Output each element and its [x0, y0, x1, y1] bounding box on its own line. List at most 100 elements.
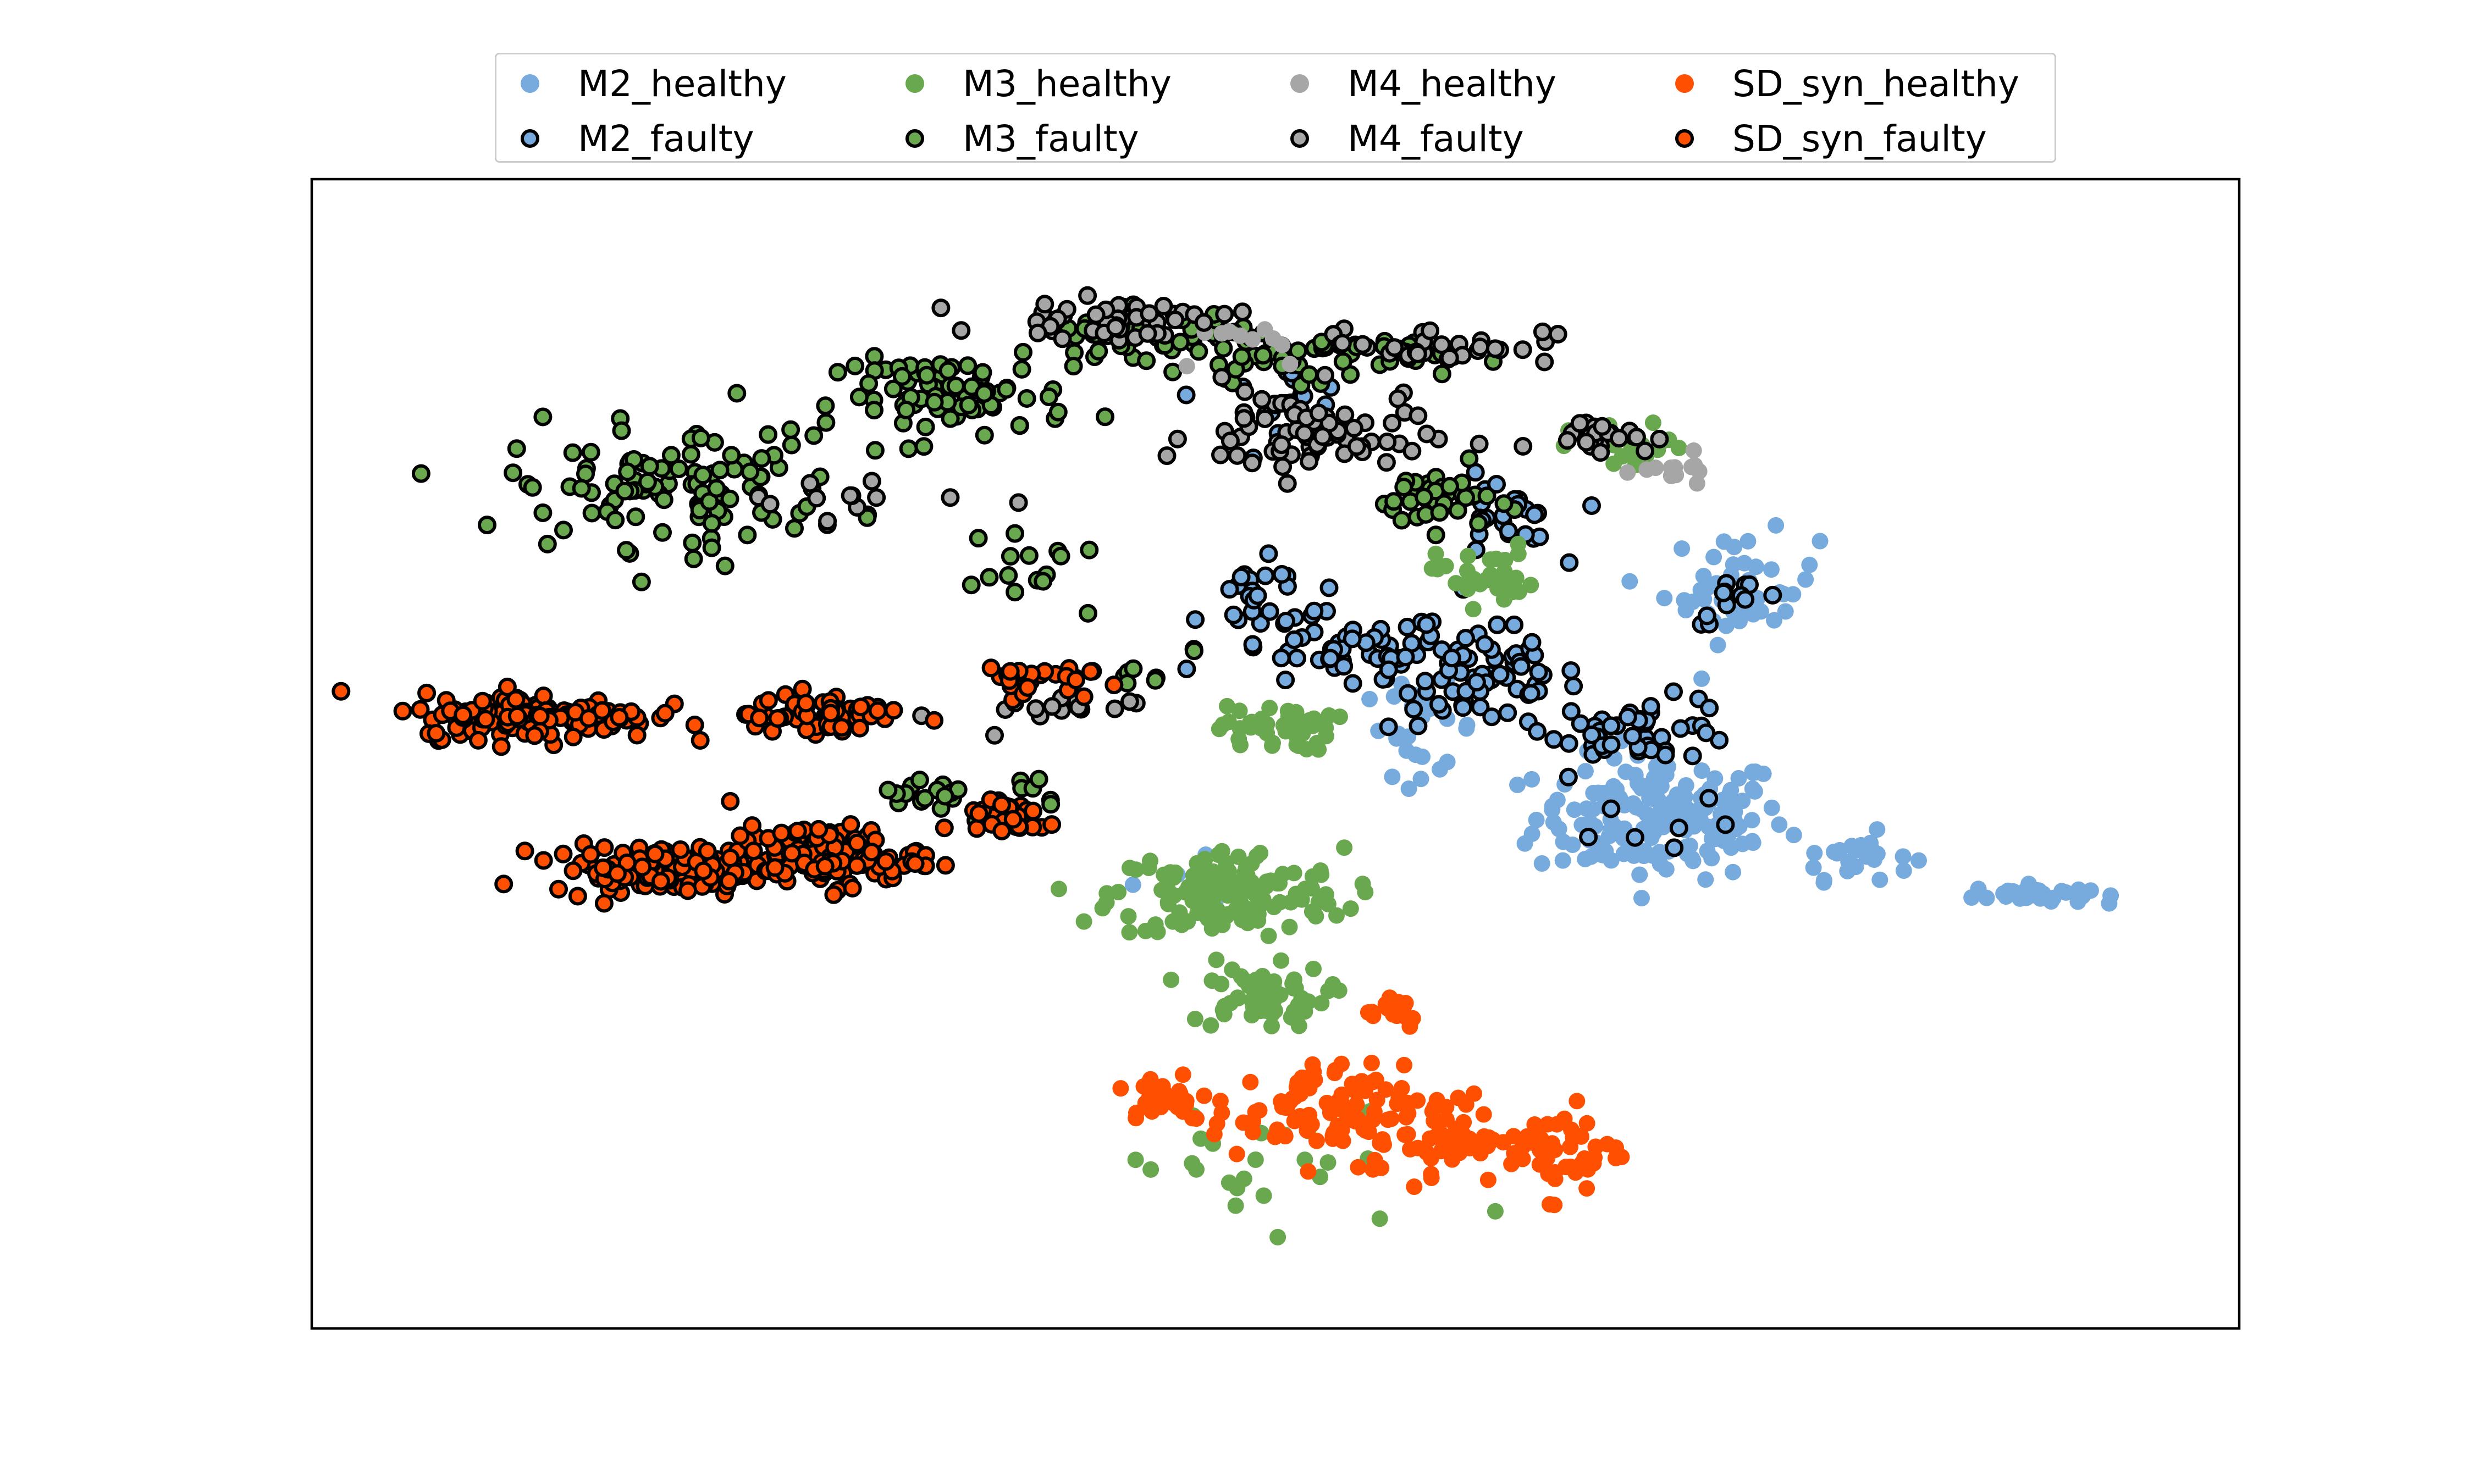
point-m2-healthy	[1705, 549, 1722, 566]
point-m2-faulty	[1602, 799, 1621, 818]
point-m4-faulty	[1432, 335, 1451, 355]
point-m3-healthy	[1310, 894, 1327, 911]
point-sd-syn-healthy	[1451, 1144, 1468, 1161]
point-m3-healthy	[1357, 884, 1374, 901]
point-m3-healthy	[1213, 843, 1230, 860]
point-m3-healthy	[1423, 560, 1440, 577]
point-m3-faulty	[681, 445, 700, 464]
point-m4-faulty	[1235, 382, 1255, 401]
point-m3-faulty	[702, 538, 721, 557]
point-m2-healthy	[1516, 835, 1533, 852]
point-m3-faulty	[1089, 342, 1108, 361]
point-sd-syn-faulty	[549, 879, 568, 899]
point-m3-healthy	[1153, 882, 1170, 899]
point-m2-healthy	[1726, 804, 1743, 820]
point-m2-healthy	[2102, 887, 2119, 904]
legend-label-m2-faulty: M2_faulty	[578, 117, 754, 160]
legend-marker-m3-healthy	[905, 74, 924, 93]
point-m3-healthy	[1269, 1228, 1286, 1245]
point-sd-syn-faulty	[473, 691, 492, 711]
point-m4-faulty	[1042, 697, 1062, 716]
point-m3-faulty	[925, 392, 944, 412]
point-m2-healthy	[2069, 893, 2086, 910]
point-m3-faulty	[684, 549, 703, 568]
point-m2-healthy	[1744, 763, 1761, 780]
point-m3-faulty	[1012, 359, 1031, 379]
point-sd-syn-healthy	[1245, 1123, 1261, 1140]
point-sd-syn-healthy	[1399, 1126, 1416, 1143]
point-m3-healthy	[1427, 545, 1444, 562]
point-m2-healthy	[1676, 592, 1693, 609]
point-m2-faulty	[1664, 682, 1683, 701]
point-sd-syn-faulty	[627, 726, 647, 745]
point-sd-syn-faulty	[1003, 810, 1023, 829]
point-m4-faulty	[1026, 699, 1045, 718]
point-m3-healthy	[1305, 717, 1321, 734]
point-m4-healthy	[1688, 475, 1705, 492]
point-m3-faulty	[533, 503, 553, 522]
point-m3-healthy	[1288, 885, 1305, 902]
point-m2-faulty	[1379, 660, 1398, 679]
point-m4-faulty	[1421, 321, 1440, 340]
point-m2-faulty	[1528, 722, 1547, 741]
point-m3-healthy	[1241, 715, 1258, 732]
point-m2-healthy	[1655, 818, 1672, 835]
legend: M2_healthy M2_faulty M3_healthy M3_fault…	[495, 53, 2056, 163]
point-sd-syn-healthy	[1329, 1117, 1346, 1134]
point-m4-faulty	[1440, 348, 1459, 368]
point-sd-syn-faulty	[796, 694, 815, 713]
point-m3-faulty	[1232, 347, 1251, 366]
point-sd-syn-healthy	[1178, 1093, 1195, 1110]
point-m3-faulty	[504, 463, 523, 483]
point-m3-faulty	[683, 533, 702, 552]
point-m2-healthy	[1805, 859, 1822, 876]
legend-entry-m3-faulty: M3_faulty	[881, 114, 1139, 163]
point-m2-healthy	[1407, 746, 1424, 763]
point-m2-healthy	[1739, 533, 1757, 550]
point-sd-syn-faulty	[515, 841, 534, 861]
point-sd-syn-healthy	[1505, 1128, 1522, 1145]
point-m2-healthy	[1869, 821, 1886, 838]
point-m2-faulty	[1561, 702, 1581, 721]
point-m4-faulty	[1591, 443, 1610, 462]
point-m4-faulty	[1252, 390, 1272, 409]
point-m4-faulty	[1211, 445, 1230, 464]
point-m2-healthy	[1693, 670, 1710, 687]
legend-label-sd-syn-faulty: SD_syn_faulty	[1732, 117, 1987, 160]
point-m4-faulty	[760, 495, 780, 514]
point-sd-syn-faulty	[698, 841, 717, 861]
point-m3-faulty	[720, 489, 739, 508]
point-sd-syn-healthy	[1335, 1103, 1352, 1119]
point-m2-healthy	[1725, 863, 1742, 881]
point-m2-faulty	[1579, 828, 1598, 846]
legend-entry-m2-healthy: M2_healthy	[496, 59, 787, 108]
point-m3-faulty	[1460, 449, 1479, 468]
point-m3-faulty	[782, 435, 801, 455]
point-sd-syn-healthy	[1386, 1002, 1403, 1019]
point-m3-faulty	[1456, 488, 1476, 507]
point-sd-syn-faulty	[905, 854, 925, 873]
point-m3-faulty	[640, 457, 659, 476]
point-sd-syn-faulty	[862, 843, 881, 862]
point-sd-syn-faulty	[454, 705, 473, 724]
point-sd-syn-faulty	[593, 701, 612, 720]
point-m2-faulty	[1256, 566, 1275, 585]
legend-marker-sd-syn-faulty	[1675, 129, 1694, 148]
point-sd-syn-faulty	[678, 881, 698, 900]
point-m2-healthy	[1681, 837, 1698, 854]
point-m3-healthy	[1288, 737, 1305, 754]
point-sd-syn-faulty	[694, 861, 713, 881]
point-m3-faulty	[883, 379, 903, 398]
legend-entry-m3-healthy: M3_healthy	[881, 59, 1172, 108]
point-m2-faulty	[1511, 657, 1531, 676]
point-m2-faulty	[1625, 828, 1644, 847]
point-m2-faulty	[1259, 544, 1278, 563]
point-m4-healthy	[1221, 323, 1238, 340]
point-m2-healthy	[1545, 814, 1562, 831]
point-m3-faulty	[1096, 407, 1114, 427]
point-m2-healthy	[2082, 882, 2099, 899]
point-m3-healthy	[1142, 852, 1158, 870]
legend-entry-m2-faulty: M2_faulty	[496, 114, 754, 163]
point-m2-healthy	[1763, 561, 1780, 578]
point-m3-healthy	[1239, 867, 1256, 884]
